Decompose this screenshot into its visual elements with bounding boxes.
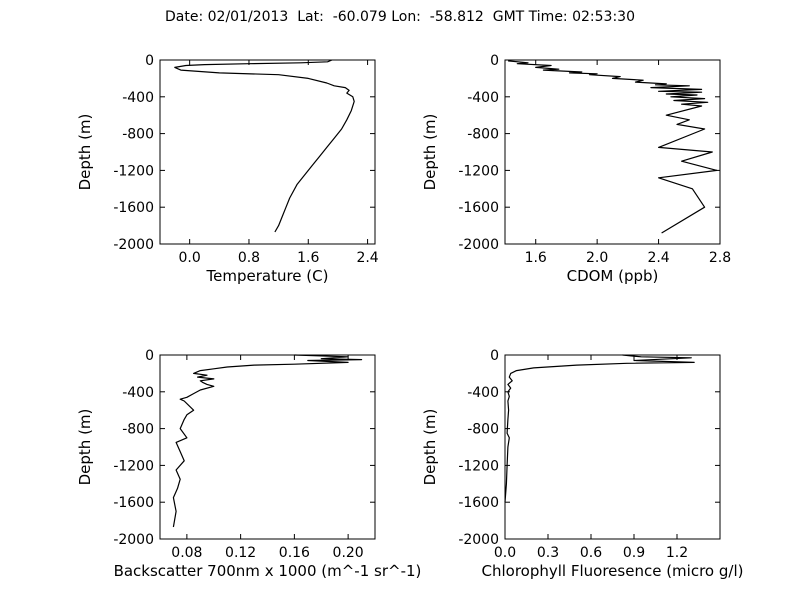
y-tick-label: 0 xyxy=(145,348,154,364)
y-tick-label: -1200 xyxy=(113,163,154,179)
x-tick-label: 2.0 xyxy=(586,250,608,266)
figure-title: Date: 02/01/2013 Lat: -60.079 Lon: -58.8… xyxy=(165,9,635,25)
plot-frame xyxy=(504,354,721,540)
y-tick-label: -1600 xyxy=(113,200,154,216)
y-axis-label: Depth (m) xyxy=(76,409,94,486)
x-tick-label: 1.2 xyxy=(666,545,688,561)
y-tick-label: -2000 xyxy=(458,237,499,253)
x-tick-label: 0.9 xyxy=(623,545,645,561)
x-tick-label: 0.8 xyxy=(238,250,260,266)
y-tick-label: 0 xyxy=(145,53,154,69)
backscatter-depth-plot: 0 -400 -800 -1200 -1600 -2000 0.08 0.12 0.16 0.20… xyxy=(76,348,421,580)
y-tick-label: -1600 xyxy=(458,495,499,511)
x-tick-label: 0.20 xyxy=(333,545,364,561)
y-axis-label: Depth (m) xyxy=(76,114,94,191)
y-tick-label: 0 xyxy=(490,53,499,69)
x-axis-label: CDOM (ppb) xyxy=(567,267,659,285)
y-axis-label: Depth (m) xyxy=(421,114,439,191)
x-tick-label: 0.08 xyxy=(171,545,202,561)
y-tick-label: -2000 xyxy=(113,237,154,253)
y-tick-label: -400 xyxy=(467,90,499,106)
y-tick-label: -400 xyxy=(122,90,154,106)
plot-frame xyxy=(159,354,376,540)
temperature-depth-plot: 0 -400 -800 -1200 -1600 -2000 0.0 0.8 1.6 2.4 Temp… xyxy=(76,53,379,285)
x-tick-label: 2.4 xyxy=(356,250,378,266)
y-tick-label: -800 xyxy=(467,422,499,438)
y-tick-label: -800 xyxy=(122,127,154,143)
y-tick-label: -1200 xyxy=(458,163,499,179)
x-tick-label: 2.4 xyxy=(647,250,669,266)
y-tick-label: -2000 xyxy=(458,532,499,548)
series-line xyxy=(508,60,718,234)
y-tick-label: -400 xyxy=(122,385,154,401)
plot-frame xyxy=(504,59,721,245)
x-tick-label: 0.3 xyxy=(537,545,559,561)
x-tick-label: 2.8 xyxy=(709,250,731,266)
plot-frame xyxy=(159,59,376,245)
x-axis-label: Backscatter 700nm x 1000 (m^-1 sr^-1) xyxy=(114,562,422,580)
x-tick-label: 0.6 xyxy=(580,545,602,561)
y-tick-label: 0 xyxy=(490,348,499,364)
x-tick-label: 0.0 xyxy=(179,250,201,266)
x-axis-label: Temperature (C) xyxy=(206,267,329,285)
series-line xyxy=(504,354,695,503)
y-tick-label: -1200 xyxy=(458,458,499,474)
y-tick-label: -800 xyxy=(122,422,154,438)
cdom-depth-plot: 0 -400 -800 -1200 -1600 -2000 1.6 2.0 2.4 2.8 CDOM… xyxy=(421,53,731,285)
y-tick-label: -1600 xyxy=(113,495,154,511)
x-tick-label: 0.12 xyxy=(225,545,256,561)
x-tick-label: 0.0 xyxy=(494,545,516,561)
series-line xyxy=(172,354,363,528)
y-tick-label: -1200 xyxy=(113,458,154,474)
x-axis-label: Chlorophyll Fluoresence (micro g/l) xyxy=(482,562,744,580)
y-tick-label: -2000 xyxy=(113,532,154,548)
x-tick-label: 1.6 xyxy=(297,250,319,266)
x-tick-label: 1.6 xyxy=(525,250,547,266)
x-tick-label: 0.16 xyxy=(279,545,310,561)
y-tick-label: -400 xyxy=(467,385,499,401)
y-tick-label: -1600 xyxy=(458,200,499,216)
y-tick-label: -800 xyxy=(467,127,499,143)
y-axis-label: Depth (m) xyxy=(421,409,439,486)
series-line xyxy=(174,59,355,233)
